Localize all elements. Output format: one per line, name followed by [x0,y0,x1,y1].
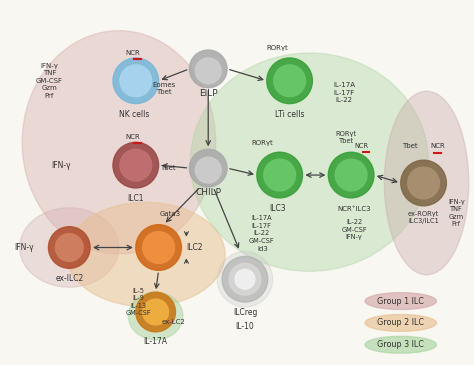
Text: IL-17A
IL-17F
IL-22: IL-17A IL-17F IL-22 [333,82,355,103]
Text: RORγt
Tbet: RORγt Tbet [336,131,356,144]
Circle shape [273,65,305,97]
Text: IFN-γ
TNF
Gzm
Prf: IFN-γ TNF Gzm Prf [448,199,465,227]
Circle shape [229,264,261,295]
Text: IFN-γ: IFN-γ [52,161,71,170]
Circle shape [190,149,227,187]
Text: ILC1: ILC1 [128,195,144,203]
Text: NK cells: NK cells [118,110,149,119]
Text: Tbet: Tbet [160,165,175,171]
Ellipse shape [22,31,216,254]
Circle shape [48,227,90,268]
Text: EILP: EILP [199,89,218,98]
Circle shape [143,232,174,264]
Circle shape [267,58,312,104]
Circle shape [408,167,439,199]
Circle shape [195,58,221,84]
Text: Group 1 ILC: Group 1 ILC [377,297,424,306]
Text: IL-10: IL-10 [236,322,255,331]
Ellipse shape [19,208,119,287]
Text: ex-ILC2: ex-ILC2 [55,274,83,283]
Text: Tbet: Tbet [402,143,418,149]
Circle shape [113,142,159,188]
Circle shape [143,299,169,325]
Ellipse shape [128,292,183,340]
Circle shape [136,292,175,332]
Text: NCR: NCR [126,50,140,56]
Text: Group 3 ILC: Group 3 ILC [377,340,424,349]
Text: CHILP: CHILP [195,188,221,197]
Text: RORγt: RORγt [267,45,289,51]
Text: LTi cells: LTi cells [275,110,304,119]
Circle shape [120,149,152,181]
Text: ex-LC2: ex-LC2 [162,319,185,325]
Circle shape [55,234,83,261]
Circle shape [120,65,152,97]
Text: NCR⁺ILC3: NCR⁺ILC3 [337,206,371,212]
Circle shape [222,257,268,302]
Circle shape [401,160,447,206]
Text: IL-17A: IL-17A [144,337,168,346]
Text: IL-17A
IL-17F
IL-22
GM-CSF: IL-17A IL-17F IL-22 GM-CSF [249,215,274,244]
Text: Eomes
Tbet: Eomes Tbet [152,82,175,96]
Ellipse shape [191,53,428,271]
Circle shape [190,50,227,88]
Text: Group 2 ILC: Group 2 ILC [377,318,424,327]
Circle shape [264,159,296,191]
Ellipse shape [66,202,225,307]
Circle shape [113,58,159,104]
Text: ILC3: ILC3 [269,204,286,213]
Ellipse shape [365,315,437,331]
Circle shape [217,251,273,307]
Text: Id3: Id3 [257,246,268,253]
Text: ex-RORγt
ILC3/ILC1: ex-RORγt ILC3/ILC1 [408,211,439,224]
Text: NCR: NCR [430,143,445,149]
Ellipse shape [365,336,437,353]
Ellipse shape [384,91,469,275]
Ellipse shape [365,293,437,310]
Circle shape [136,225,182,270]
Text: IL-22
GM-CSF
IFN-γ: IL-22 GM-CSF IFN-γ [341,219,367,240]
Text: Gata3: Gata3 [160,211,181,217]
Text: IFN-γ
TNF
GM-CSF
Gzm
Prf: IFN-γ TNF GM-CSF Gzm Prf [36,63,63,99]
Text: IFN-γ: IFN-γ [14,243,34,252]
Text: ILC2: ILC2 [186,243,203,252]
Circle shape [195,157,221,183]
Circle shape [335,159,367,191]
Circle shape [328,152,374,198]
Text: ILCreg: ILCreg [233,308,257,318]
Text: NCR: NCR [354,143,368,149]
Circle shape [257,152,302,198]
Text: NCR: NCR [126,134,140,141]
Text: RORγt: RORγt [251,140,273,146]
Text: IL-5
IL-9
IL-13
GM-CSF: IL-5 IL-9 IL-13 GM-CSF [126,288,152,316]
Circle shape [235,269,255,289]
